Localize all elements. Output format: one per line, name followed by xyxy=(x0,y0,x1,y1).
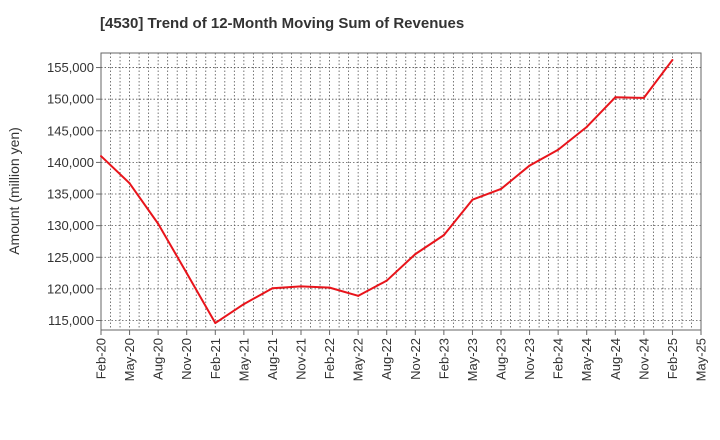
x-tick-label: Nov-24 xyxy=(636,338,651,380)
data-point xyxy=(300,285,302,288)
x-tick-label: May-22 xyxy=(351,338,366,381)
data-point xyxy=(585,125,588,128)
x-tick-label: Feb-25 xyxy=(665,338,680,379)
x-tick-label: May-20 xyxy=(122,338,137,381)
x-tick-label: Feb-21 xyxy=(208,338,223,379)
x-tick-label: Feb-22 xyxy=(322,338,337,379)
x-tick-label: Nov-20 xyxy=(179,338,194,380)
x-tick-label: Feb-23 xyxy=(436,338,451,379)
y-tick-label: 140,000 xyxy=(47,155,94,170)
x-tick-label: Aug-24 xyxy=(608,338,623,380)
data-point xyxy=(214,322,217,325)
x-tick-label: Feb-24 xyxy=(551,338,566,379)
data-point xyxy=(500,187,502,190)
data-point xyxy=(471,198,474,201)
data-point xyxy=(328,286,331,289)
series-layer xyxy=(100,58,674,325)
x-tick-label: Nov-22 xyxy=(408,338,423,380)
y-tick-label: 155,000 xyxy=(47,60,94,75)
x-tick-label: Nov-21 xyxy=(294,338,309,380)
x-tick-label: Aug-21 xyxy=(265,338,280,380)
y-tick-label: 130,000 xyxy=(47,218,94,233)
data-point xyxy=(528,164,531,167)
data-point xyxy=(614,96,617,99)
x-tick-label: May-23 xyxy=(465,338,480,381)
plot-frame xyxy=(100,52,702,331)
y-axis-title: Amount (million yen) xyxy=(6,127,22,255)
y-tick-label: 135,000 xyxy=(47,187,94,202)
plot-area xyxy=(101,53,701,330)
data-point xyxy=(271,287,274,290)
x-axis-ticks: Feb-20 May-20 Aug-20 Nov-20 Feb-21 May-21 Aug-… xyxy=(94,330,709,381)
y-tick-label: 125,000 xyxy=(47,250,94,265)
data-point xyxy=(242,303,245,306)
data-point xyxy=(100,155,102,158)
data-point xyxy=(385,279,388,282)
data-point xyxy=(128,182,131,185)
y-tick-label: 115,000 xyxy=(48,313,94,328)
data-point xyxy=(671,58,674,61)
data-point xyxy=(185,272,188,275)
y-tick-label: 120,000 xyxy=(47,281,94,296)
x-tick-label: Aug-20 xyxy=(151,338,166,380)
x-tick-label: May-21 xyxy=(236,338,251,381)
y-tick-label: 145,000 xyxy=(47,123,94,138)
y-tick-label: 150,000 xyxy=(47,92,94,107)
x-tick-label: Aug-22 xyxy=(379,338,394,380)
chart-title: [4530] Trend of 12-Month Moving Sum of R… xyxy=(100,15,465,32)
y-axis-ticks: 115,000 120,000 125,000 130,000 135,000 140,0… xyxy=(47,60,101,328)
x-tick-label: May-24 xyxy=(579,338,594,381)
data-point xyxy=(357,294,360,297)
x-tick-label: May-25 xyxy=(694,338,709,381)
x-tick-label: Nov-23 xyxy=(522,338,537,380)
grid-lines xyxy=(101,53,701,330)
x-tick-label: Aug-23 xyxy=(494,338,509,380)
data-point xyxy=(642,96,645,99)
x-tick-label: Feb-20 xyxy=(94,338,109,379)
data-point xyxy=(557,148,560,151)
data-point xyxy=(442,234,445,237)
data-point xyxy=(414,253,417,256)
data-point xyxy=(157,222,160,225)
